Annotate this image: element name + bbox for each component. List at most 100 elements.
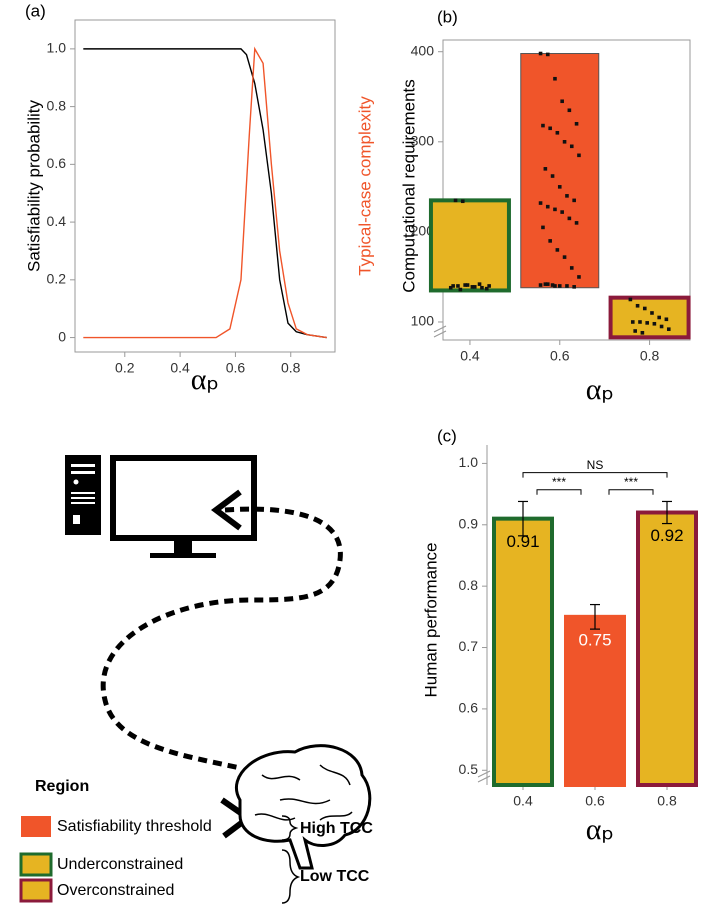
legend-label: Satisfiability threshold [57,818,212,835]
data-point [638,320,642,324]
data-point [553,207,557,212]
significance-bracket [536,489,582,495]
x-tick-label: 0.8 [657,793,677,809]
significance-bracket [522,472,668,478]
data-point [550,174,555,178]
x-tick-label: 0.6 [585,793,605,809]
data-point [657,315,661,320]
data-point [451,284,455,288]
data-point [560,99,564,104]
data-point [650,311,654,315]
y-axis-label: Human performance [421,543,440,698]
x-axis-label: αₚ [586,813,615,846]
legend-group: High TCC [300,820,373,837]
axis-break [477,770,491,783]
y-tick-label: 0.9 [459,515,479,531]
significance-label: *** [552,475,566,489]
axis-break [433,325,447,338]
y-axis-label: Computational requirements [399,79,418,293]
data-point [460,199,465,204]
range-bar [428,198,511,293]
computer-icon [65,455,257,558]
data-point [628,297,633,302]
data-point [541,123,545,128]
data-point [555,130,560,135]
y-axis-label: Satisfiability probability [24,100,43,272]
y-tick-label: 400 [411,42,435,58]
data-point [553,76,557,81]
y-tick-label: 0.6 [47,155,67,171]
y-tick-label: 0.2 [47,271,67,287]
panel-label: (b) [437,7,458,26]
data-point [567,216,572,221]
data-point [548,126,552,131]
x-tick-label: 0.8 [640,348,660,364]
data-point [652,321,657,326]
data-point [553,284,557,288]
data-point [569,144,574,149]
y-tick-label: 0.5 [459,761,479,777]
legend-label: Overconstrained [57,882,174,899]
data-point [562,255,567,259]
y-tick-label: 100 [411,313,435,329]
brace [281,815,299,841]
legend-swatch [21,816,51,837]
value-label: 0.91 [506,532,539,551]
data-point [538,51,543,56]
data-point [633,329,637,333]
bar [636,510,698,787]
data-point [574,121,579,126]
data-point [630,320,635,324]
data-point [569,266,574,270]
panel-label: (a) [25,1,46,20]
x-tick-label: 0.4 [460,348,480,364]
data-point [458,287,463,292]
data-point [664,317,669,322]
data-point [555,248,560,252]
data-point [543,282,548,286]
data-point [666,327,671,331]
x-tick-label: 0.4 [513,793,533,809]
legend-label: Underconstrained [57,856,183,873]
legend-title: Region [35,778,89,795]
y-tick-label: 0.8 [47,97,67,113]
legend-swatch [19,878,53,903]
data-point [659,324,664,329]
data-point [484,286,489,291]
range-bar [520,53,600,289]
y-tick-label: 300 [411,133,435,149]
data-point [640,330,645,335]
data-point [448,285,453,290]
error-bar [662,500,672,525]
data-point [472,285,477,289]
x-axis-label: αₚ [191,363,220,396]
brace [281,849,301,904]
data-point [541,225,545,230]
x-axis-label: αₚ [586,373,615,406]
brain-icon [234,744,372,870]
data-point [545,52,550,57]
data-point [456,284,460,288]
data-point [538,201,543,205]
data-point [545,204,550,209]
y-tick-label: 0.8 [459,577,479,593]
data-point [577,153,581,158]
legend-swatch [19,852,53,877]
y-tick-label: 200 [411,223,435,239]
value-label: 0.92 [650,526,683,545]
data-point [577,275,581,279]
data-point [548,239,552,243]
data-point [574,221,579,225]
significance-label: *** [624,475,638,489]
panel-label: (c) [437,426,457,445]
data-point [565,194,569,198]
y-tick-label: 0.7 [459,638,479,654]
data-point [567,108,572,113]
data-point [635,303,640,308]
data-point [545,282,550,286]
data-point [543,167,548,171]
data-point [645,321,649,325]
bar [492,516,554,787]
x-tick-label: 0.6 [550,348,570,364]
